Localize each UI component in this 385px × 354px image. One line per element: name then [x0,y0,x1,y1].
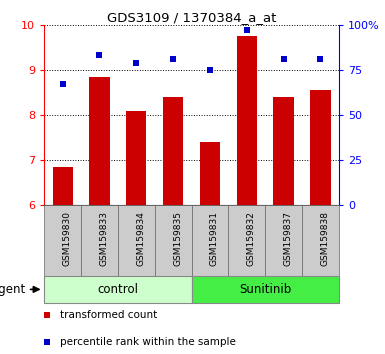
Text: control: control [97,283,138,296]
Point [317,56,323,62]
Bar [200,142,220,205]
Point [133,60,139,65]
Bar [192,276,339,303]
Point [60,81,66,87]
Point [281,56,287,62]
Text: agent: agent [0,283,26,296]
Point [96,53,102,58]
Bar [302,205,339,276]
Bar [89,77,110,205]
Bar [192,205,228,276]
Bar [155,205,192,276]
Bar [237,36,257,205]
Bar [44,276,192,303]
Bar [310,90,330,205]
Bar [273,97,294,205]
Bar [118,205,155,276]
Text: GSM159837: GSM159837 [284,211,293,266]
Title: GDS3109 / 1370384_a_at: GDS3109 / 1370384_a_at [107,11,276,24]
Point [170,56,176,62]
Text: GSM159830: GSM159830 [63,211,72,266]
Text: percentile rank within the sample: percentile rank within the sample [60,337,236,347]
Text: GSM159835: GSM159835 [173,211,182,266]
Point [44,312,50,318]
Bar [228,205,265,276]
Bar [53,167,73,205]
Text: GSM159833: GSM159833 [99,211,109,266]
Bar [265,205,302,276]
Bar [81,205,118,276]
Point [207,67,213,73]
Text: GSM159834: GSM159834 [136,211,145,266]
Point [244,27,250,33]
Bar [163,97,183,205]
Bar [44,205,81,276]
Text: GSM159832: GSM159832 [247,211,256,266]
Point [44,339,50,345]
Bar [126,110,146,205]
Text: GSM159831: GSM159831 [210,211,219,266]
Text: GSM159838: GSM159838 [320,211,330,266]
Text: Sunitinib: Sunitinib [239,283,291,296]
Text: transformed count: transformed count [60,309,158,320]
